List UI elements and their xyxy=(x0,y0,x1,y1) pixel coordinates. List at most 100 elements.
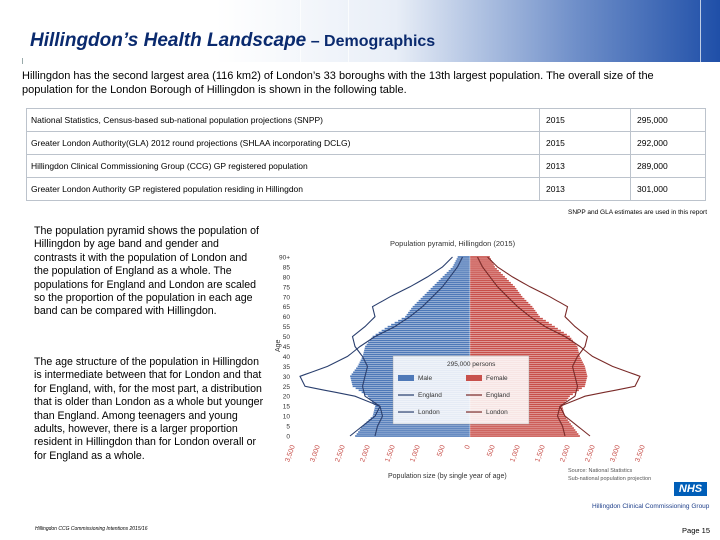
male-bar xyxy=(406,313,471,316)
male-bar xyxy=(452,265,471,269)
female-bar xyxy=(469,281,512,284)
male-bar xyxy=(457,255,471,259)
population-pyramid-chart: Population pyramid, Hillingdon (2015) Age… xyxy=(275,239,651,482)
y-tick-label: 15 xyxy=(283,404,291,411)
female-bar xyxy=(469,323,553,326)
female-bar xyxy=(469,347,579,350)
header-divider xyxy=(700,0,701,62)
y-tick-label: 0 xyxy=(286,434,290,441)
male-bar xyxy=(418,299,471,302)
male-bar xyxy=(453,263,471,267)
male-bar xyxy=(384,327,471,330)
table-row: Greater London Authority GP registered p… xyxy=(26,177,706,201)
table-cell-year: 2013 xyxy=(539,154,631,178)
legend-swatch xyxy=(398,375,414,381)
x-tick-label: 3,500 xyxy=(284,444,297,463)
male-bar xyxy=(387,325,471,328)
table-cell-value: 289,000 xyxy=(630,154,706,178)
female-bar xyxy=(469,303,531,306)
male-bar xyxy=(416,301,471,304)
y-tick-label: 60 xyxy=(283,314,291,321)
y-tick-label: 55 xyxy=(283,324,291,331)
intro-paragraph: Hillingdon has the second largest area (… xyxy=(22,70,654,96)
female-bar xyxy=(469,293,522,296)
y-tick-label: 30 xyxy=(283,374,291,381)
female-bar xyxy=(469,331,565,334)
male-bar xyxy=(362,424,471,428)
female-bar xyxy=(469,283,514,286)
x-tick-label: 1,000 xyxy=(509,444,522,463)
female-bar xyxy=(469,339,574,342)
table-row: National Statistics, Census-based sub-na… xyxy=(26,108,706,132)
table-cell-source: Hillingdon Clinical Commissioning Group … xyxy=(26,154,540,178)
y-tick-label: 70 xyxy=(283,294,291,301)
female-bar xyxy=(469,333,568,336)
female-bar xyxy=(469,271,502,275)
male-bar xyxy=(436,281,471,284)
y-tick-label: 35 xyxy=(283,364,291,371)
male-bar xyxy=(364,347,471,350)
london-female-line xyxy=(477,256,641,437)
male-bar xyxy=(434,283,471,286)
footer-text: Hillingdon CCG Commissioning Intentions … xyxy=(35,526,148,532)
male-bar xyxy=(370,337,471,340)
female-bar xyxy=(469,299,527,302)
y-tick-label: 90+ xyxy=(279,255,290,262)
female-bar xyxy=(469,311,538,314)
table-cell-source: Greater London Authority(GLA) 2012 round… xyxy=(26,131,540,155)
legend-swatch xyxy=(466,375,482,381)
x-tick-label: 2,500 xyxy=(584,444,597,463)
male-bar xyxy=(422,295,471,298)
y-tick-label: 75 xyxy=(283,284,291,291)
male-bar xyxy=(375,333,471,336)
male-bar xyxy=(367,341,471,344)
female-bar xyxy=(469,335,571,338)
header-divider xyxy=(300,0,301,62)
male-bar xyxy=(450,267,471,271)
male-bar xyxy=(397,319,471,322)
male-bar xyxy=(440,277,471,281)
male-bar xyxy=(430,287,471,290)
y-tick-label: 40 xyxy=(283,354,291,361)
female-bar xyxy=(469,279,510,283)
x-tick-label: 500 xyxy=(486,444,497,457)
male-bar xyxy=(420,297,471,300)
male-bar xyxy=(456,257,471,261)
male-bar xyxy=(414,303,471,306)
female-bar xyxy=(469,351,580,354)
legend-box xyxy=(392,355,530,425)
y-tick-label: 65 xyxy=(283,304,291,311)
y-tick-label: 50 xyxy=(283,334,291,341)
x-axis-label: Population size (by single year of age) xyxy=(388,473,507,480)
male-bar xyxy=(363,351,471,354)
x-tick-label: 2,000 xyxy=(359,444,372,463)
male-bar xyxy=(404,315,471,318)
female-bar xyxy=(469,287,517,290)
female-bar xyxy=(469,289,519,292)
female-bar xyxy=(469,428,576,432)
page-number: Page 15 xyxy=(682,526,710,535)
x-tick-label: 1,000 xyxy=(409,444,422,463)
male-bar xyxy=(424,293,471,296)
female-bar xyxy=(469,353,580,356)
table-cell-value: 301,000 xyxy=(630,177,706,201)
table-cell-source: National Statistics, Census-based sub-na… xyxy=(26,108,540,132)
legend-label: Female xyxy=(486,375,508,382)
age-structure-description: The age structure of the population in H… xyxy=(34,356,264,462)
legend-label: Male xyxy=(418,375,432,382)
female-bar xyxy=(469,259,493,263)
x-tick-label: 500 xyxy=(436,444,447,457)
female-bar xyxy=(469,434,581,438)
legend-label: England xyxy=(418,392,442,399)
population-table: National Statistics, Census-based sub-na… xyxy=(26,108,706,201)
male-bar xyxy=(357,430,471,434)
male-bar xyxy=(444,273,471,277)
chart-source: Source: National Statistics xyxy=(568,468,632,474)
y-axis-label: Age xyxy=(275,339,282,352)
title-sub: – Demographics xyxy=(306,33,436,50)
female-bar xyxy=(469,307,535,310)
female-bar xyxy=(469,424,573,428)
pyramid-description: The population pyramid shows the populat… xyxy=(34,225,259,318)
male-bar xyxy=(426,291,471,294)
table-cell-year: 2015 xyxy=(539,108,631,132)
